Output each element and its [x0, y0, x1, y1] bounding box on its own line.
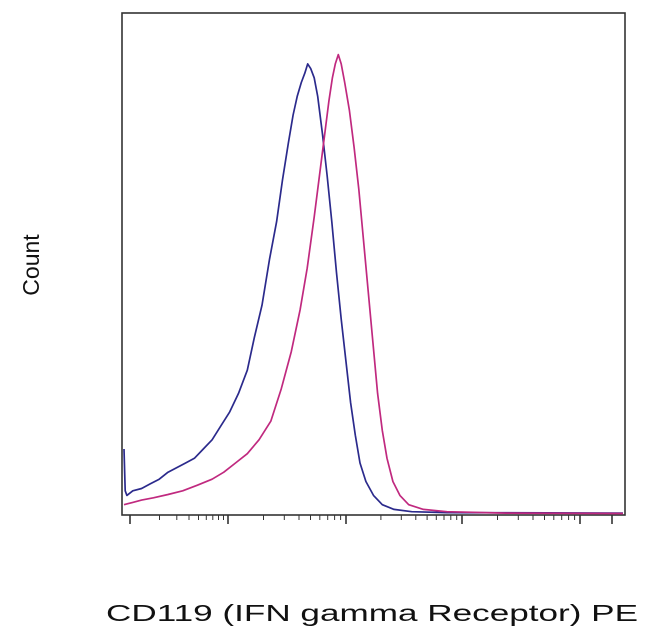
plot-frame: [121, 12, 626, 516]
x-axis-ticks: [129, 515, 613, 524]
x-axis-label: CD119 (IFN gamma Receptor) PE: [106, 600, 638, 626]
series-layer: [123, 53, 624, 515]
series-line-1: [123, 63, 624, 514]
series-line-2: [123, 53, 624, 515]
y-axis-label: Count: [18, 234, 44, 296]
